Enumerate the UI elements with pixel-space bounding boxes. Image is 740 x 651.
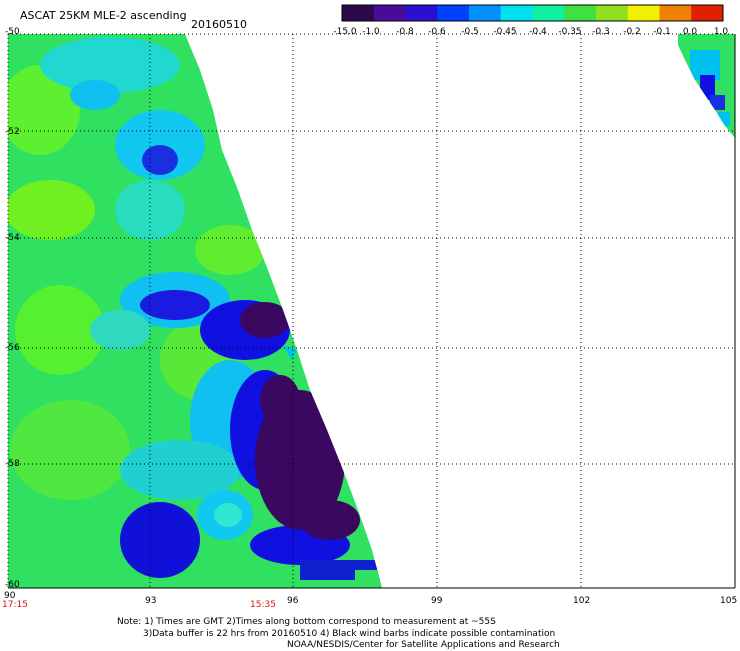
swath-corner (678, 34, 735, 138)
colorbar-label: 1.0 (713, 27, 729, 37)
colorbar-label: -0.6 (428, 27, 446, 37)
colorbar-label: -15.0 (333, 27, 357, 37)
colorbar-label: -1.0 (362, 27, 380, 37)
colorbar-swatch (564, 5, 597, 21)
colorbar-swatch (342, 5, 375, 21)
lat-tick-label: -60 (5, 580, 20, 590)
colorbar-label: -0.2 (623, 27, 641, 37)
lon-tick-label: 102 (573, 596, 591, 606)
colorbar-swatch (500, 5, 533, 21)
colorbar-label: -0.45 (493, 27, 517, 37)
grid (7, 33, 735, 588)
lon-tick-label: 93 (145, 596, 157, 606)
lon-tick-label: 105 (720, 596, 738, 606)
lat-tick-label: -54 (5, 233, 20, 243)
colorbar-swatch (596, 5, 629, 21)
lon-tick-label: 90 (4, 591, 16, 601)
map-date: 20160510 (191, 18, 247, 31)
note-line-3: NOAA/NESDIS/Center for Satellite Applica… (287, 640, 560, 650)
lat-tick-label: -52 (5, 127, 20, 137)
colorbar-swatch (405, 5, 438, 21)
colorbar-swatch (373, 5, 406, 21)
colorbar-swatch (659, 5, 692, 21)
colorbar-swatch (469, 5, 502, 21)
note-line-1: Note: 1) Times are GMT 2)Times along bot… (117, 617, 496, 627)
map-title: ASCAT 25KM MLE-2 ascending (20, 9, 187, 22)
colorbar-label: -0.5 (461, 27, 479, 37)
colorbar-label: 0.0 (682, 27, 698, 37)
colorbar-label: -0.8 (396, 27, 414, 37)
frame (8, 34, 736, 589)
colorbar-label: -0.4 (529, 27, 547, 37)
lat-tick-label: -56 (5, 343, 20, 353)
lat-tick-label: -50 (5, 27, 20, 37)
colorbar (341, 4, 724, 22)
lon-tick-label: 99 (431, 596, 443, 606)
colorbar-label: -0.35 (558, 27, 582, 37)
colorbar-swatch (627, 5, 660, 21)
wind-swath (8, 34, 382, 588)
colorbar-swatch (437, 5, 470, 21)
lat-tick-label: -58 (5, 459, 20, 469)
colorbar-label: -0.3 (592, 27, 610, 37)
start-time-label: 17:15 (2, 600, 28, 610)
colorbar-label: -0.1 (653, 27, 671, 37)
colorbar-swatch (691, 5, 724, 21)
note-line-2: 3)Data buffer is 22 hrs from 20160510 4)… (143, 629, 556, 639)
colorbar-swatch (532, 5, 565, 21)
lon-tick-label: 96 (287, 596, 299, 606)
mid-time-label: 15:35 (250, 600, 276, 610)
